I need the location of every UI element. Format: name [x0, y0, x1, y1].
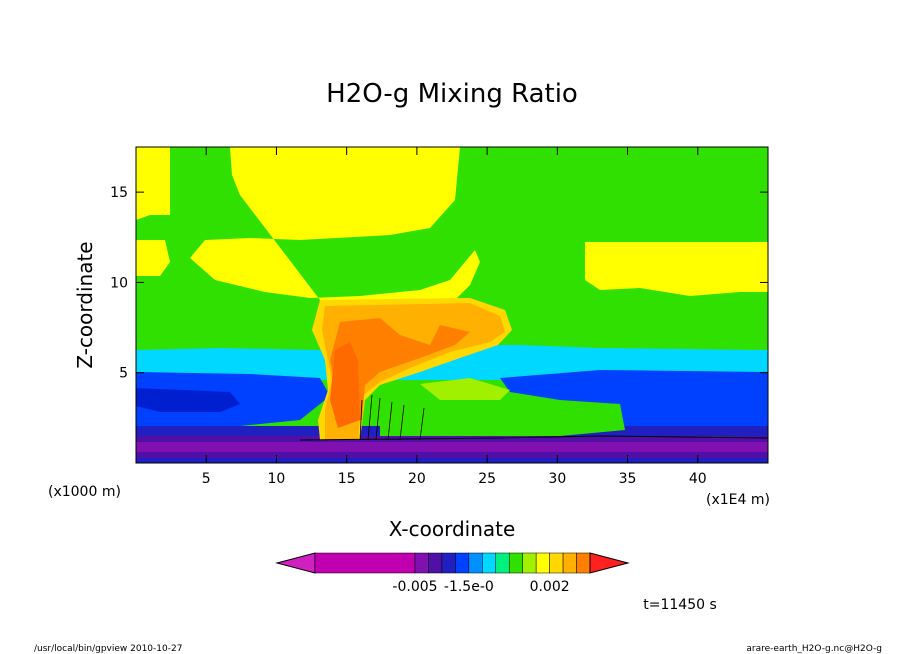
x-tick-label: 15 [338, 471, 356, 487]
y-tick-label: 10 [110, 275, 128, 291]
contour-line [359, 394, 425, 441]
contour-region [380, 396, 625, 436]
contour-region [136, 147, 170, 220]
contour-region [330, 342, 360, 428]
plot-frame [135, 146, 769, 464]
colorbar-segment [508, 552, 523, 574]
colorbar: -0.005 -1.5e-0 0.002 [275, 552, 630, 595]
colorbar-tick-label: -1.5e-0 [444, 579, 494, 595]
contour-region [420, 378, 510, 400]
x-tick-label: 40 [689, 471, 707, 487]
colorbar-tick-label: 0.002 [530, 579, 570, 595]
colorbar-segment [455, 552, 470, 574]
x-tick-label: 25 [478, 471, 496, 487]
axes: 5 10 15 20 25 30 35 40 5 10 15 [110, 147, 768, 487]
y-tick-label: 5 [119, 366, 128, 382]
x-tick-label: 20 [408, 471, 426, 487]
time-label: t=11450 s [643, 597, 717, 613]
contour-region [500, 370, 768, 432]
y-axis-label: Z-coordinate [73, 241, 97, 368]
contour-field [136, 147, 769, 463]
colorbar-segment [468, 552, 483, 574]
colorbar-segment [576, 552, 591, 574]
footer-right: arare-earth_H2O-g.nc@H2O-g [746, 644, 882, 654]
colorbar-segment [428, 552, 443, 574]
colorbar-segment [522, 552, 537, 574]
colorbar-segment [535, 552, 550, 574]
colorbar-extend [275, 552, 316, 574]
colorbar-segment [314, 552, 416, 574]
colorbar-segment [482, 552, 497, 574]
contour-region [136, 240, 170, 276]
chart-title: H2O-g Mixing Ratio [326, 79, 578, 109]
x-tick-label: 35 [619, 471, 637, 487]
colorbar-extend [589, 552, 630, 574]
x-axis-label: X-coordinate [389, 517, 516, 541]
y-unit: (x1000 m) [48, 484, 121, 500]
contour-region [190, 147, 480, 300]
colorbar-segment [495, 552, 510, 574]
x-unit: (x1E4 m) [706, 492, 770, 508]
x-tick-label: 5 [202, 471, 211, 487]
footer-left: /usr/local/bin/gpview 2010-10-27 [34, 644, 182, 654]
colorbar-tick-label: -0.005 [392, 579, 437, 595]
colorbar-segment [549, 552, 564, 574]
colorbar-segment [562, 552, 577, 574]
x-tick-label: 10 [268, 471, 286, 487]
contour-region [585, 242, 768, 296]
colorbar-segment [414, 552, 429, 574]
colorbar-segment [441, 552, 456, 574]
contour-region [330, 318, 470, 420]
contour-region [136, 388, 240, 412]
contour-region [136, 442, 768, 452]
y-tick-label: 15 [110, 185, 128, 201]
x-tick-label: 30 [548, 471, 566, 487]
